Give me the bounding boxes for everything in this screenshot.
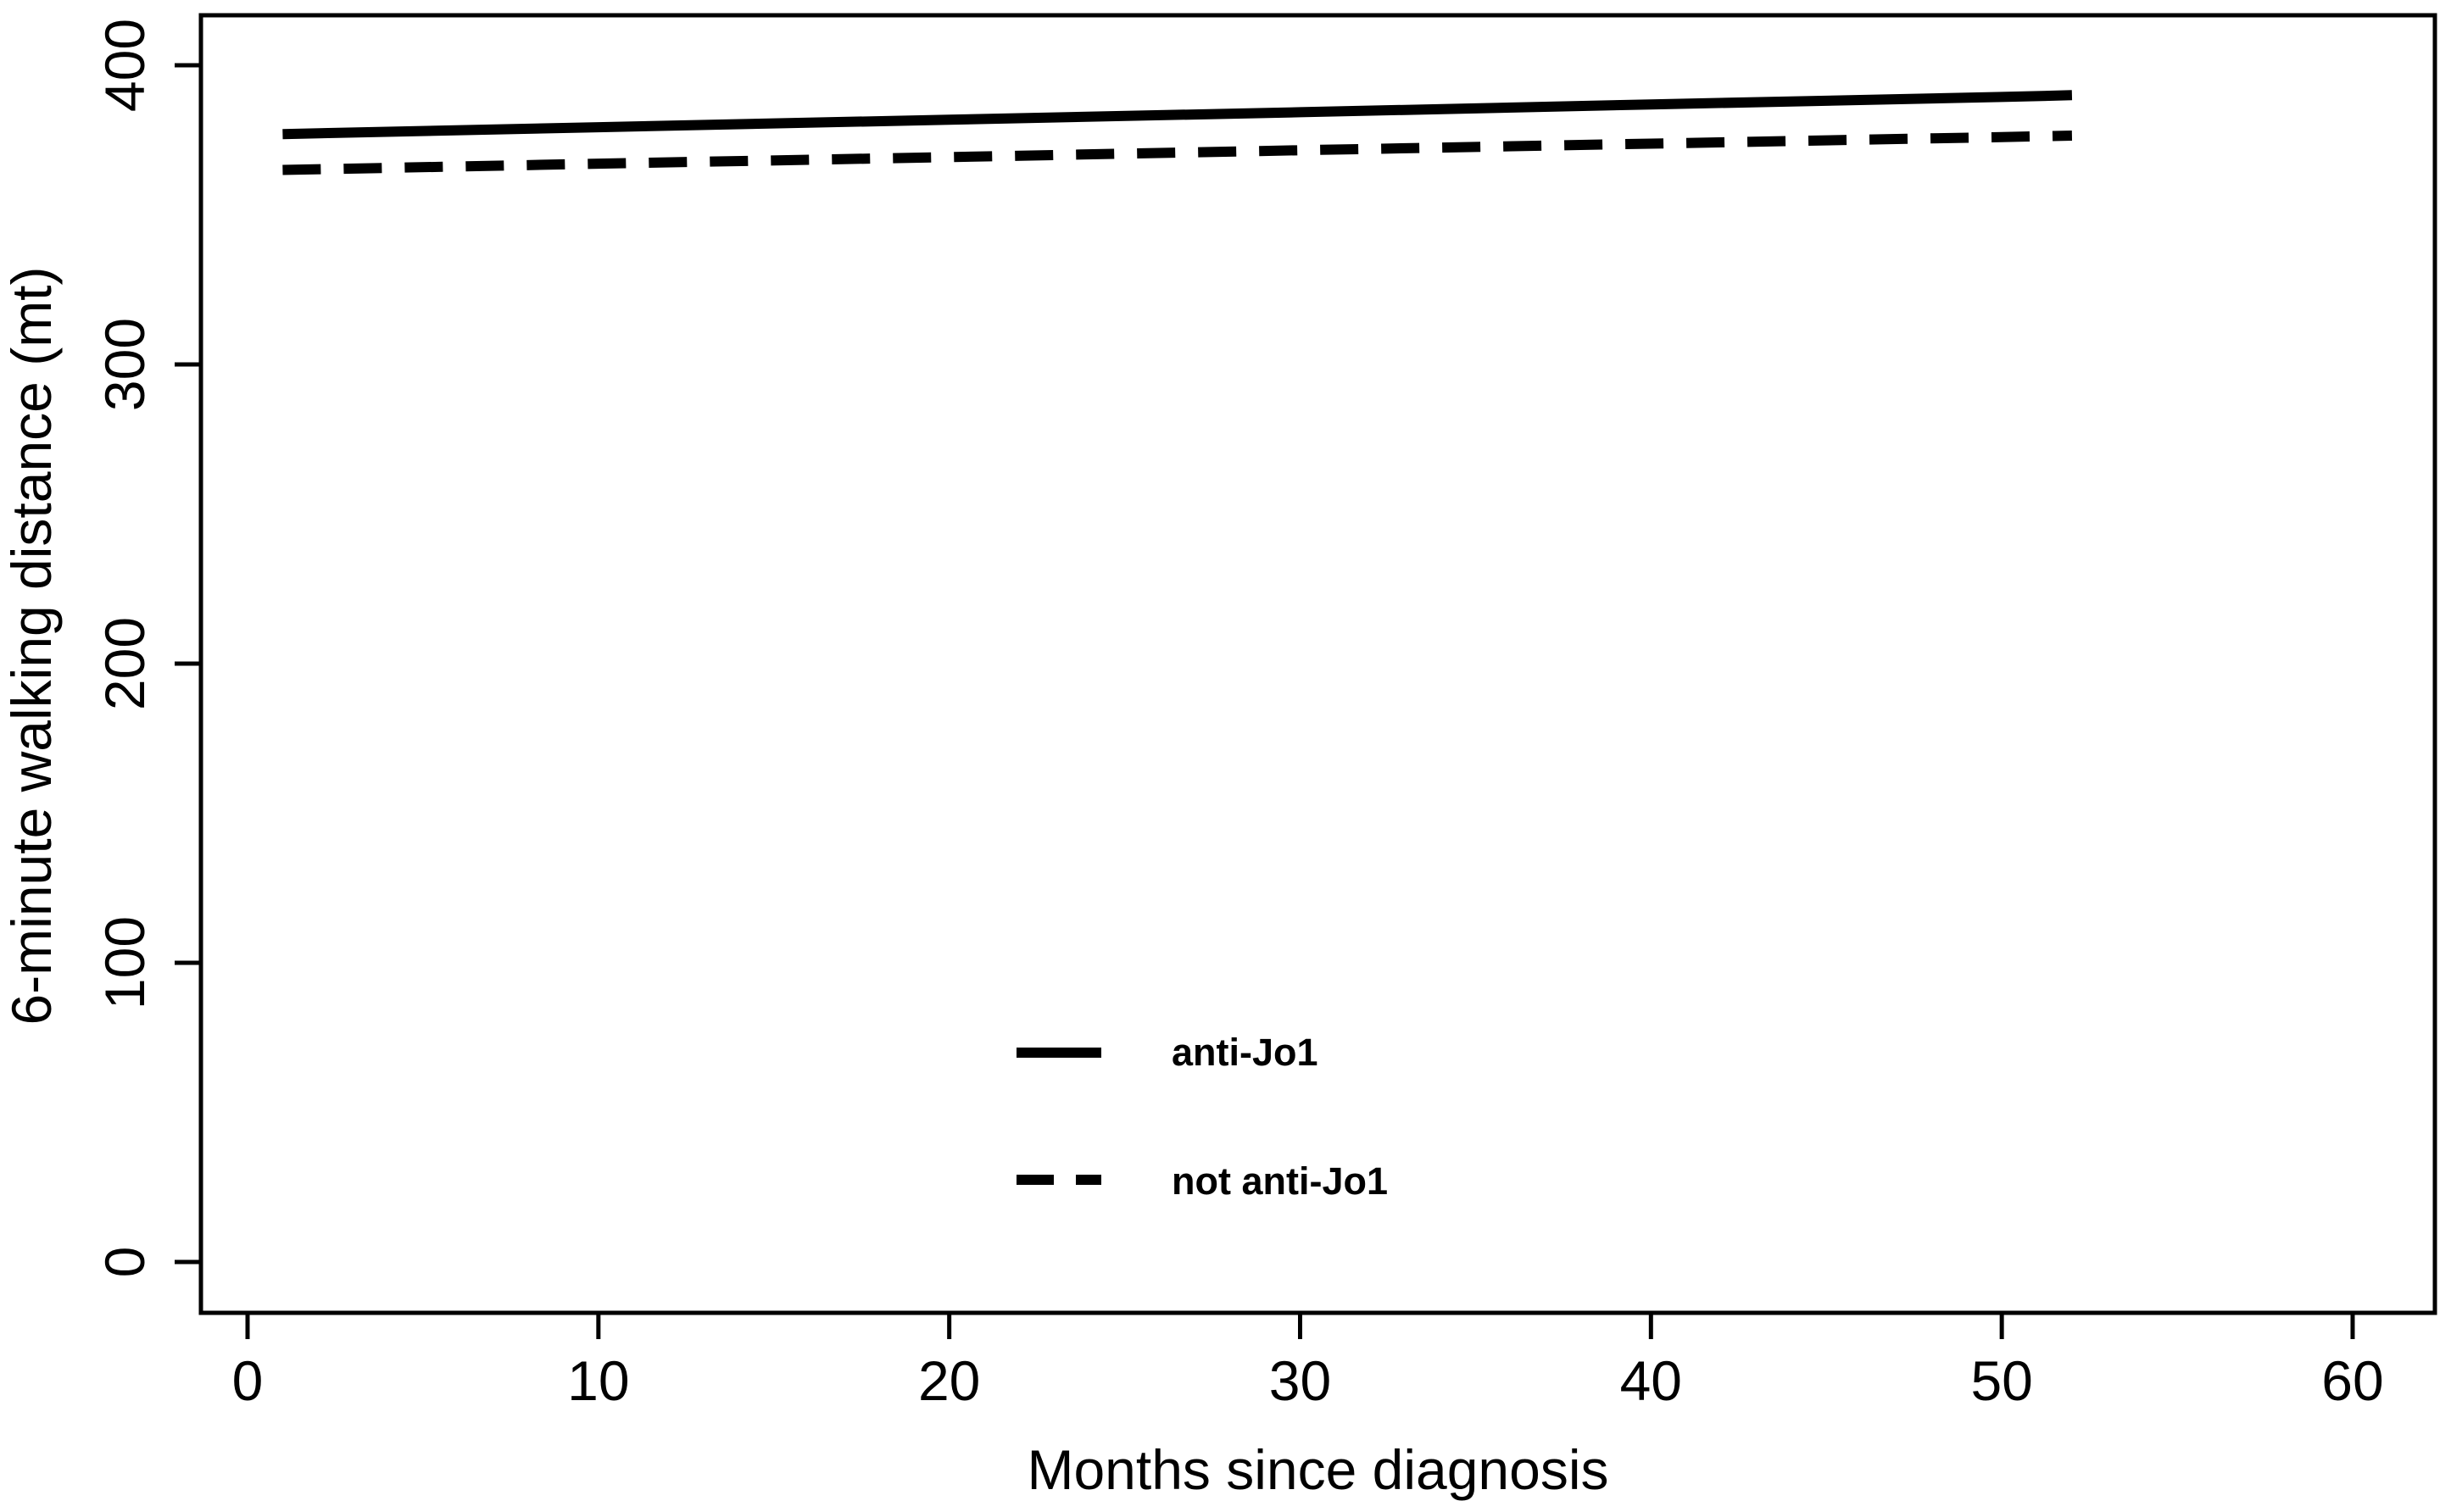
series-line-anti-jo1 <box>282 90 2073 140</box>
y-axis-tick-label: 400 <box>93 19 156 112</box>
x-axis-title: Months since diagnosis <box>1027 1438 1609 1501</box>
plot-box <box>198 13 2437 1315</box>
y-axis-tick-label: 0 <box>93 1247 156 1278</box>
y-axis-tick-label: 300 <box>93 318 156 411</box>
y-axis-tick-label: 100 <box>93 916 156 1009</box>
x-axis-tick-label: 30 <box>1269 1349 1331 1412</box>
x-axis-tick-label: 40 <box>1620 1349 1682 1412</box>
y-axis-title: 6-minute walking distance (mt) <box>0 266 63 1026</box>
legend-label-not-anti-jo1: not anti-Jo1 <box>1172 1159 1388 1203</box>
x-axis-tick-label: 10 <box>567 1349 629 1412</box>
x-axis-tick-label: 20 <box>918 1349 980 1412</box>
series-line-not-anti-jo1 <box>282 130 2073 175</box>
x-axis-tick-label: 60 <box>2321 1349 2383 1412</box>
legend-label-anti-jo1: anti-Jo1 <box>1172 1031 1318 1074</box>
x-axis-tick-label: 0 <box>232 1349 264 1412</box>
x-axis-tick-label: 50 <box>1970 1349 2032 1412</box>
y-axis-tick-label: 200 <box>93 617 156 710</box>
